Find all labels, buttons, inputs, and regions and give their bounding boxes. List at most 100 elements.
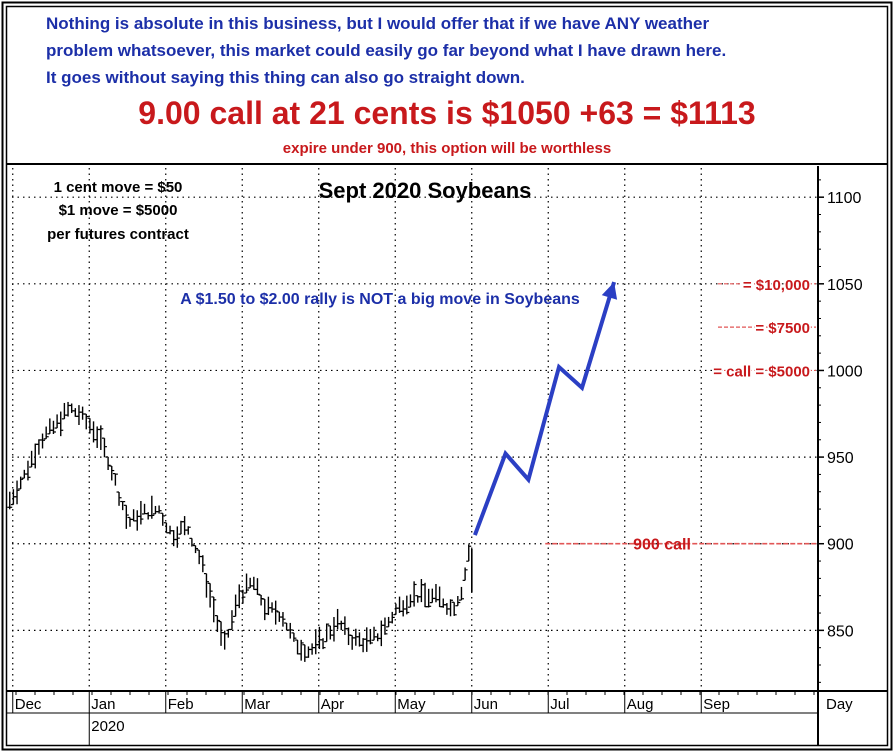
price-bar <box>298 639 304 661</box>
price-bar <box>451 601 457 616</box>
payoff-label: = $10,000 <box>743 277 810 294</box>
price-bar <box>25 460 31 481</box>
price-bar <box>342 616 348 635</box>
headline: 9.00 call at 21 cents is $1050 +63 = $11… <box>138 95 756 131</box>
price-bar <box>36 439 42 455</box>
x-tick-label: Jul <box>550 696 569 713</box>
price-bar <box>167 525 173 535</box>
price-bar <box>302 644 308 662</box>
price-bar <box>418 579 424 603</box>
price-bar <box>338 620 344 631</box>
price-bar <box>371 626 377 641</box>
price-bar <box>69 403 75 414</box>
price-bar <box>218 620 224 646</box>
subline: expire under 900, this option will be wo… <box>282 140 612 157</box>
price-bar <box>429 588 435 604</box>
price-bar <box>251 576 257 591</box>
projection-arrowhead <box>601 282 618 300</box>
price-bar <box>18 476 24 490</box>
price-bar <box>101 437 107 458</box>
x-tick-label: Mar <box>244 696 270 713</box>
price-bar <box>411 581 417 607</box>
price-bar <box>448 599 454 617</box>
price-bar <box>284 622 290 631</box>
payoff-label-prefix: = <box>743 277 756 294</box>
chart-title: Sept 2020 Soybeans <box>319 178 532 203</box>
price-bar <box>236 584 242 609</box>
price-bar <box>367 628 373 645</box>
price-bar <box>400 600 406 617</box>
price-bar <box>163 522 169 534</box>
rally-annotation: A $1.50 to $2.00 rally is NOT a big move… <box>180 291 580 308</box>
price-bar <box>455 595 461 607</box>
payoff-label: = call = $5000 <box>713 363 810 380</box>
price-bar <box>407 594 413 608</box>
x-tick-label: Dec <box>15 696 42 713</box>
chart-grid <box>12 168 818 691</box>
price-bar <box>389 611 395 624</box>
year-label: 2020 <box>91 718 124 735</box>
price-bar <box>116 491 122 506</box>
x-tick-label: Aug <box>627 696 654 713</box>
price-bar <box>324 623 330 643</box>
price-bar <box>320 638 326 650</box>
price-bar <box>174 526 180 548</box>
chart-overlays: 900 call = $10,000 = $7500 = call = $5000 <box>473 275 818 554</box>
price-bar <box>76 405 82 426</box>
price-bar <box>254 578 260 595</box>
price-bar <box>61 402 67 420</box>
projection-line <box>473 281 617 536</box>
price-bar <box>244 573 250 594</box>
price-bar <box>43 426 49 440</box>
price-bar <box>458 586 464 601</box>
price-bar <box>54 414 60 429</box>
y-tick-label: 950 <box>827 450 854 467</box>
price-bar <box>440 598 446 608</box>
x-tick-label: Feb <box>168 696 194 713</box>
price-bar <box>7 491 13 510</box>
price-bar <box>462 567 468 581</box>
price-bar <box>397 596 403 613</box>
price-bar <box>273 600 279 625</box>
price-bar <box>382 617 388 635</box>
price-bar <box>207 582 213 608</box>
price-bar <box>178 520 184 535</box>
y-tick-label: 1100 <box>827 190 862 207</box>
price-bar <box>123 504 129 529</box>
price-bar <box>105 456 111 471</box>
price-bar <box>265 596 271 616</box>
price-bar <box>156 505 162 514</box>
price-bar <box>258 594 264 606</box>
price-bar <box>149 495 155 519</box>
price-bar <box>331 617 337 642</box>
price-bar <box>404 595 410 615</box>
x-tick-label: May <box>397 696 426 713</box>
price-bar <box>134 510 140 531</box>
price-bar <box>131 509 137 522</box>
price-bar <box>327 625 333 640</box>
plot-area <box>6 166 888 746</box>
price-bar <box>80 406 86 420</box>
price-bar <box>360 638 366 653</box>
strike-label: 900 call <box>633 537 691 554</box>
price-bar <box>50 420 56 435</box>
price-bar <box>269 602 275 613</box>
payoff-label: = $7500 <box>755 320 810 337</box>
payoff-label-value: call = $5000 <box>726 363 810 380</box>
x-tick-label: Jan <box>91 696 115 713</box>
price-bars <box>7 401 473 662</box>
price-bar <box>203 572 209 598</box>
price-bar <box>313 629 319 655</box>
price-bar <box>109 465 115 481</box>
price-bar <box>426 588 432 608</box>
price-bar <box>58 411 64 437</box>
price-bar <box>87 417 93 434</box>
price-bar <box>83 413 89 430</box>
price-bar <box>120 500 126 511</box>
price-bar <box>182 516 188 536</box>
x-tick-label: Sep <box>703 696 730 713</box>
price-bar <box>40 433 46 449</box>
price-bar <box>185 526 191 535</box>
price-bar <box>32 443 38 469</box>
